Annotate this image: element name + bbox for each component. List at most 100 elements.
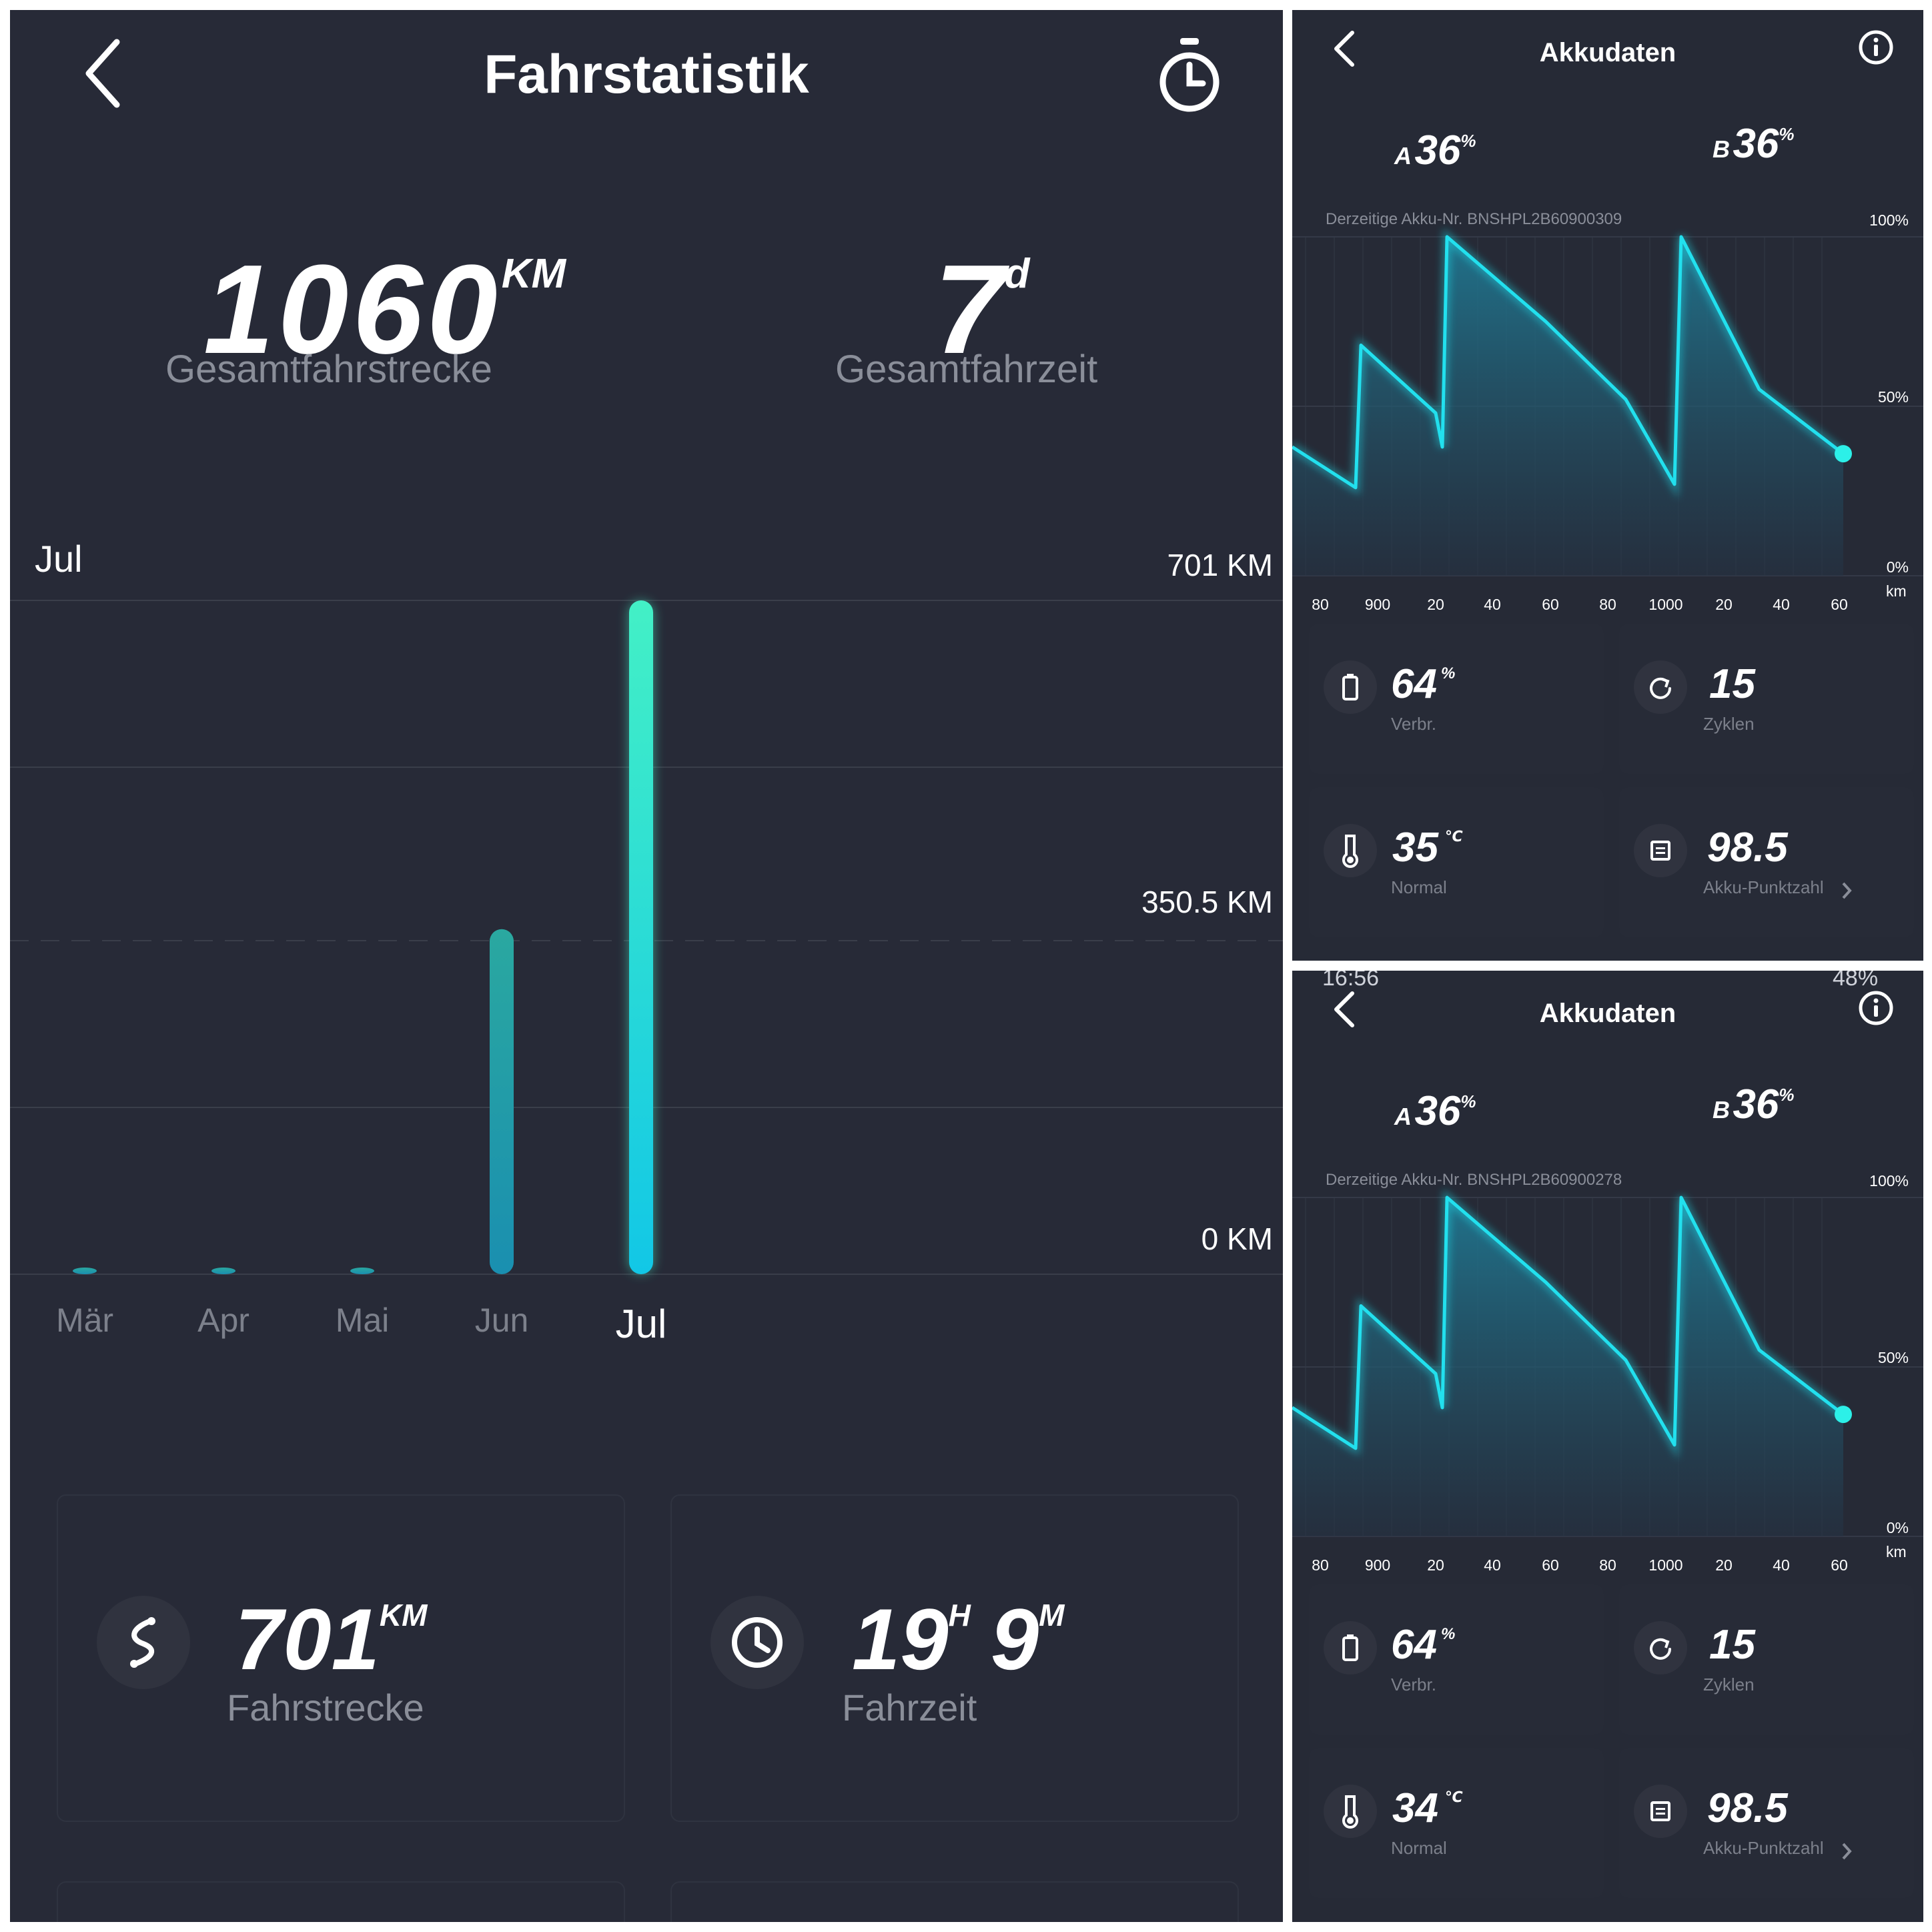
y-label-100: 100% [1869, 211, 1909, 229]
battery-screen-2: 16:56 48% Akkudaten A 36% B 36% Derzeiti… [1292, 971, 1923, 1922]
status-bar-time: 16:56 [1322, 971, 1380, 991]
battery-icon-circle [1324, 660, 1377, 714]
total-time: 7d [934, 239, 1030, 380]
current-level-dot [1835, 445, 1852, 463]
ride-statistics-screen: Fahrstatistik 1060KM Gesamtfahrstrecke 7… [10, 10, 1283, 1922]
temperature-label: Normal [1391, 877, 1447, 897]
card-partial-left [57, 1881, 625, 1922]
battery-icon-circle [1324, 1621, 1377, 1674]
y-label-max: 701 KM [1167, 548, 1273, 582]
x-tick-label: 80 [1599, 596, 1616, 613]
monthly-distance-chart [10, 600, 1283, 1275]
x-tick-label: 40 [1773, 1556, 1790, 1574]
battery-screen-1: Akkudaten A 36% B 36% Derzeitige Akku-Nr… [1292, 10, 1923, 961]
chevron-right-icon[interactable] [1841, 1841, 1853, 1861]
x-tick-label: 1000 [1648, 596, 1683, 613]
temperature-value: 34 ℃ [1392, 1785, 1463, 1831]
score-value: 98.5 [1707, 825, 1788, 871]
month-label-3[interactable]: Jun [474, 1302, 529, 1339]
screen-title: Akkudaten [1539, 38, 1676, 67]
thermometer-icon [1342, 835, 1358, 868]
info-icon[interactable] [1857, 989, 1895, 1027]
clock-icon-circle [710, 1596, 804, 1689]
x-tick-label: 60 [1542, 596, 1559, 613]
back-chevron-icon[interactable] [1332, 29, 1356, 69]
cycles-label: Zyklen [1703, 1674, 1755, 1695]
clock-icon [732, 1617, 783, 1668]
pack-a[interactable]: A 36% [1394, 1088, 1476, 1134]
score-icon-circle [1634, 824, 1687, 877]
route-icon [130, 1617, 155, 1668]
temperature-value: 35 ℃ [1392, 825, 1463, 871]
refresh-icon [1650, 677, 1671, 699]
info-icon[interactable] [1857, 29, 1895, 66]
bar-mai[interactable] [350, 1268, 374, 1274]
cycles-value: 15 [1709, 661, 1755, 707]
back-chevron-icon[interactable] [1332, 989, 1356, 1029]
score-label[interactable]: Akku-Punktzahl [1703, 877, 1824, 897]
screen-title: Akkudaten [1539, 999, 1676, 1028]
current-pack-id: Derzeitige Akku-Nr. BNSHPL2B60900278 [1326, 1171, 1622, 1189]
bar-jul[interactable] [629, 600, 653, 1274]
x-tick-label: 60 [1542, 1556, 1559, 1574]
time-card[interactable]: 19H 9M Fahrzeit [670, 1494, 1239, 1822]
thermometer-icon [1342, 1795, 1358, 1829]
x-tick-label: 1000 [1648, 1556, 1683, 1574]
consumption-label: Verbr. [1391, 714, 1436, 734]
total-distance-label: Gesamtfahrstrecke [165, 348, 492, 391]
pack-b[interactable]: B 36% [1713, 121, 1795, 167]
x-tick-label: 80 [1599, 1556, 1616, 1574]
card-partial-right [670, 1881, 1239, 1922]
selected-month-label: Jul [35, 538, 83, 580]
pack-a[interactable]: A 36% [1394, 127, 1476, 173]
x-tick-label: 60 [1831, 596, 1848, 613]
score-icon-circle [1634, 1785, 1687, 1838]
stopwatch-icon[interactable] [1156, 37, 1223, 117]
month-label-4[interactable]: Jul [615, 1302, 667, 1346]
temperature-label: Normal [1391, 1838, 1447, 1858]
score-label[interactable]: Akku-Punktzahl [1703, 1838, 1824, 1858]
bar-mär[interactable] [73, 1268, 97, 1274]
document-icon [1650, 841, 1670, 861]
month-label-1[interactable]: Apr [197, 1302, 250, 1339]
month-label-2[interactable]: Mai [335, 1302, 390, 1339]
x-tick-label: 20 [1715, 596, 1733, 613]
battery-area [1292, 237, 1843, 576]
bar-apr[interactable] [211, 1268, 235, 1274]
consumption-value: 64% [1391, 1622, 1456, 1668]
thermometer-icon-circle [1324, 1785, 1377, 1838]
x-unit: km [1886, 1543, 1907, 1560]
battery-icon [1342, 1634, 1358, 1661]
x-tick-label: 80 [1312, 1556, 1329, 1574]
back-chevron-icon[interactable] [83, 37, 123, 110]
document-icon [1650, 1801, 1670, 1821]
total-time-label: Gesamtfahrzeit [835, 348, 1098, 391]
x-tick-label: 20 [1427, 1556, 1444, 1574]
y-label-0: 0% [1886, 558, 1909, 576]
current-pack-id: Derzeitige Akku-Nr. BNSHPL2B60900309 [1326, 210, 1622, 228]
bar-jun[interactable] [490, 929, 514, 1274]
x-tick-label: 40 [1773, 596, 1790, 613]
current-level-dot [1835, 1406, 1852, 1424]
cycle-icon-circle [1634, 1621, 1687, 1674]
distance-card[interactable]: 701KM Fahrstrecke [57, 1494, 625, 1822]
pack-b[interactable]: B 36% [1713, 1081, 1795, 1127]
battery-level-chart [1292, 228, 1923, 576]
month-time-label: Fahrzeit [842, 1686, 977, 1729]
x-tick-label: 60 [1831, 1556, 1848, 1574]
page-title: Fahrstatistik [484, 44, 809, 105]
month-label-0[interactable]: Mär [55, 1302, 114, 1339]
month-distance: 701KM [235, 1590, 428, 1688]
x-tick-label: 40 [1484, 596, 1501, 613]
y-label-zero: 0 KM [1201, 1222, 1273, 1256]
x-tick-label: 20 [1715, 1556, 1733, 1574]
battery-icon [1342, 674, 1358, 700]
y-label-0: 0% [1886, 1519, 1909, 1536]
x-unit: km [1886, 582, 1907, 600]
chevron-right-icon[interactable] [1841, 881, 1853, 901]
x-tick-label: 900 [1364, 1556, 1391, 1574]
route-icon-circle [97, 1596, 190, 1689]
x-tick-label: 40 [1484, 1556, 1501, 1574]
refresh-icon [1650, 1638, 1671, 1660]
y-label-100: 100% [1869, 1172, 1909, 1189]
